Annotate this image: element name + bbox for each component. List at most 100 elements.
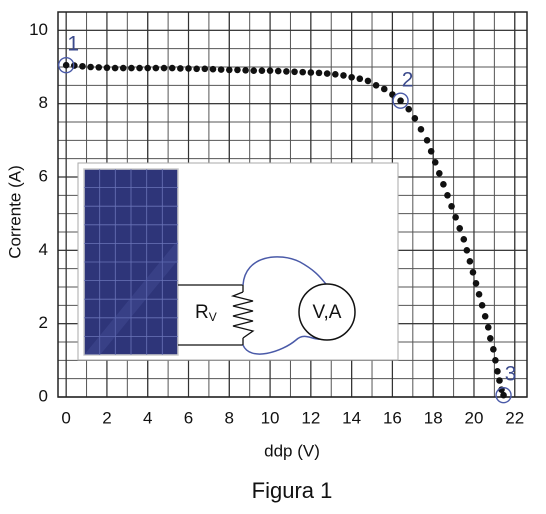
data-point xyxy=(242,67,249,74)
y-tick-label: 8 xyxy=(39,93,48,112)
data-point xyxy=(397,97,404,105)
wires xyxy=(178,256,356,355)
solar-panel xyxy=(83,168,179,356)
data-point xyxy=(436,170,443,177)
x-tick-label: 10 xyxy=(261,408,280,427)
annotation-label: 1 xyxy=(67,33,79,56)
data-point xyxy=(299,68,306,76)
data-point xyxy=(136,64,143,72)
x-axis-title: ddp (V) xyxy=(264,441,320,460)
data-point xyxy=(193,65,200,73)
y-tick-label: 6 xyxy=(39,166,48,185)
data-point xyxy=(332,71,339,78)
data-point xyxy=(274,67,282,75)
data-point xyxy=(177,65,184,72)
data-point xyxy=(481,313,489,320)
y-tick-label: 2 xyxy=(39,313,48,332)
data-point xyxy=(452,214,459,221)
data-point xyxy=(460,236,468,243)
data-point xyxy=(475,291,483,298)
data-point xyxy=(87,63,94,71)
data-point xyxy=(440,181,447,188)
data-point xyxy=(144,64,152,72)
data-point xyxy=(380,85,388,93)
meter xyxy=(298,283,356,341)
data-point xyxy=(372,82,380,89)
data-point xyxy=(152,64,160,72)
y-axis-title: Corrente (A) xyxy=(5,165,24,259)
data-point xyxy=(478,302,486,309)
x-tick-label: 22 xyxy=(505,408,524,427)
data-point xyxy=(496,377,503,384)
data-point xyxy=(486,335,494,342)
data-point xyxy=(340,72,347,79)
data-point xyxy=(405,105,413,113)
data-point xyxy=(185,65,192,72)
data-point xyxy=(427,148,435,155)
annotation-circle xyxy=(495,386,512,404)
data-point xyxy=(444,192,451,199)
x-tick-label: 8 xyxy=(225,408,234,427)
data-points xyxy=(57,56,512,404)
x-tick-label: 14 xyxy=(342,408,361,427)
data-point xyxy=(258,67,266,74)
data-point xyxy=(283,68,290,75)
annotation-label: 2 xyxy=(402,68,414,91)
data-point xyxy=(209,65,217,73)
data-point xyxy=(234,66,241,74)
data-point xyxy=(364,77,372,85)
annotation-circle xyxy=(57,56,75,74)
data-point xyxy=(466,258,474,265)
x-tick-label: 4 xyxy=(143,408,152,427)
circuit-inset: RV V,A xyxy=(77,162,399,361)
resistor xyxy=(230,291,255,339)
x-tick-label: 20 xyxy=(465,408,484,427)
data-point xyxy=(103,64,111,72)
x-tick-label: 18 xyxy=(424,408,443,427)
data-point xyxy=(201,65,209,73)
x-tick-label: 2 xyxy=(102,408,111,427)
data-point xyxy=(128,64,135,72)
data-point xyxy=(472,280,480,287)
data-point xyxy=(307,69,315,76)
data-point xyxy=(411,115,419,122)
data-point xyxy=(225,66,233,74)
data-point xyxy=(111,64,119,72)
data-point xyxy=(79,62,86,70)
data-point xyxy=(484,324,492,331)
resistor-label-subscript: V xyxy=(209,310,217,324)
data-point xyxy=(356,75,364,83)
resistor-label-main: R xyxy=(195,302,209,323)
y-tick-label: 4 xyxy=(39,240,48,259)
data-point xyxy=(456,225,464,232)
annotation-label: 3 xyxy=(505,363,517,386)
caption: Figura 1 xyxy=(252,478,333,503)
data-point xyxy=(95,64,103,71)
data-point xyxy=(291,68,298,76)
y-tick-label: 10 xyxy=(29,20,48,39)
x-tick-label: 6 xyxy=(184,408,193,427)
x-tick-label: 12 xyxy=(301,408,320,427)
x-tick-label: 16 xyxy=(383,408,402,427)
data-point xyxy=(423,137,431,144)
data-point xyxy=(463,247,471,254)
data-point xyxy=(469,269,477,276)
resistor-label: RV xyxy=(195,302,217,324)
data-point xyxy=(448,203,455,210)
data-point xyxy=(119,64,127,72)
annotation-circle xyxy=(392,92,409,109)
data-point xyxy=(490,346,497,353)
data-point xyxy=(492,357,499,364)
data-point xyxy=(168,64,176,72)
data-point xyxy=(217,66,225,73)
data-point xyxy=(250,67,258,74)
plot-frame xyxy=(57,11,528,398)
data-point xyxy=(323,70,331,77)
data-point xyxy=(348,73,355,81)
data-point xyxy=(500,391,507,399)
meter-label: V,A xyxy=(313,302,342,323)
data-point xyxy=(315,69,323,77)
data-point xyxy=(160,64,168,72)
